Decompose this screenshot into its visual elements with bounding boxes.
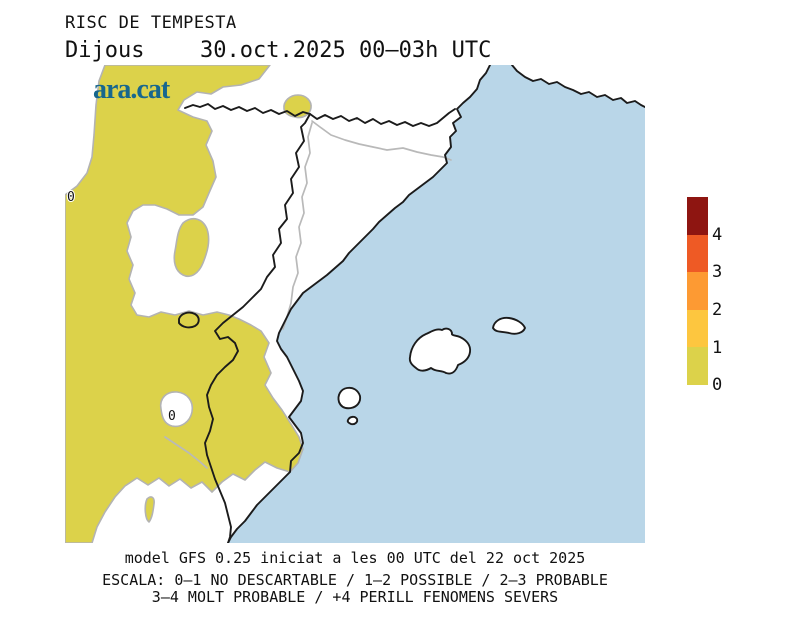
admin-border-france: [311, 120, 452, 161]
colorbar-tick-3: 3: [712, 262, 723, 282]
page-title: RISC DE TEMPESTA: [65, 13, 237, 33]
colorbar-tick-2: 2: [712, 300, 723, 320]
island-formentera: [346, 415, 359, 426]
colorbar-segment-3-4: [687, 234, 708, 273]
contour-label-0-west: 0: [67, 190, 75, 205]
colorbar-tick-0: 0: [712, 375, 723, 395]
border-catalonia-west: [204, 113, 311, 543]
forecast-datetime: 30.oct.2025 00–03h UTC: [200, 38, 492, 63]
island-mallorca: [408, 327, 472, 375]
risk-area-west: [65, 65, 304, 543]
colorbar-segment-2-3: [687, 272, 708, 310]
admin-border-provinces: [282, 122, 313, 330]
forecast-day: Dijous: [65, 38, 145, 63]
risk-map: 0 0: [65, 65, 645, 543]
scale-info-line2: 3–4 MOLT PROBABLE / +4 PERILL FENOMENS S…: [151, 588, 559, 606]
risk-area-tongue: [173, 217, 210, 278]
ara-cat-logo: ara.cat: [93, 74, 170, 105]
coastline-french: [511, 65, 645, 108]
colorbar-tick-1: 1: [712, 338, 723, 358]
risk-area-south-sliver: [144, 496, 155, 523]
colorbar-segment-0-1: [687, 347, 708, 385]
island-ibiza: [337, 386, 362, 410]
border-pyrenees: [184, 103, 456, 127]
model-info: model GFS 0.25 iniciat a les 00 UTC del …: [124, 549, 586, 567]
coastline-iberian: [227, 65, 491, 543]
border-enclave: [178, 311, 200, 329]
risk-contour-hole: [159, 391, 194, 428]
colorbar-segment-1-2: [687, 309, 708, 348]
contour-label-0-south: 0: [168, 409, 176, 424]
admin-border-south: [164, 436, 208, 469]
sea-region: [228, 65, 645, 543]
colorbar-segment-4+: [687, 197, 708, 235]
colorbar-tick-4: 4: [712, 225, 723, 245]
scale-info-line1: ESCALA: 0–1 NO DESCARTABLE / 1–2 POSSIBL…: [102, 571, 608, 589]
island-menorca: [492, 316, 526, 335]
colorbar: [687, 197, 708, 385]
